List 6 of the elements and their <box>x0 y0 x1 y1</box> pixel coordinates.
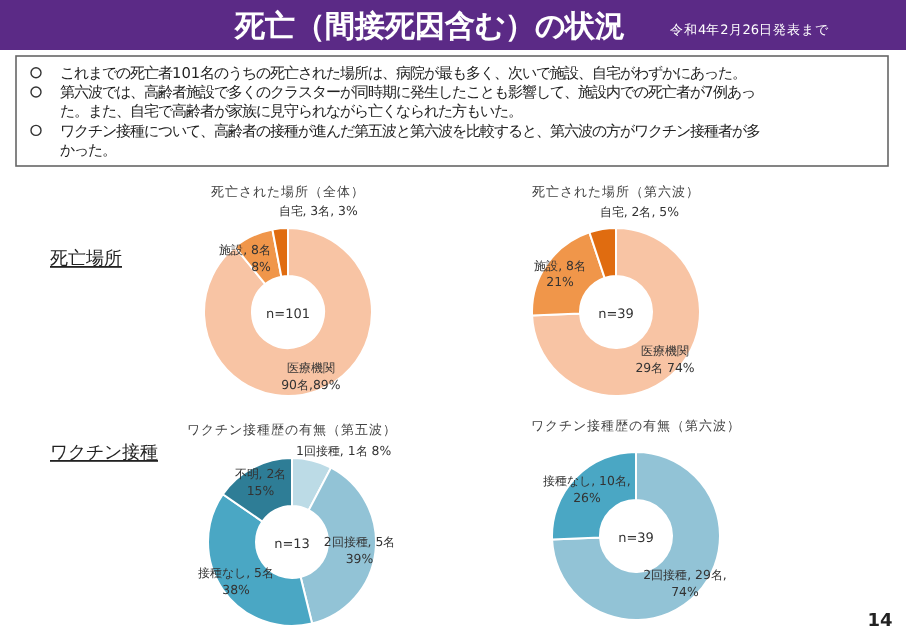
donut-slice <box>531 227 701 397</box>
text: 死亡（間接死因含む）の状況 <box>233 8 625 44</box>
text: 死亡場所 <box>50 248 122 270</box>
text: ワクチン接種 <box>50 442 158 464</box>
text: 14 <box>867 612 893 632</box>
donut-slice <box>203 227 373 397</box>
